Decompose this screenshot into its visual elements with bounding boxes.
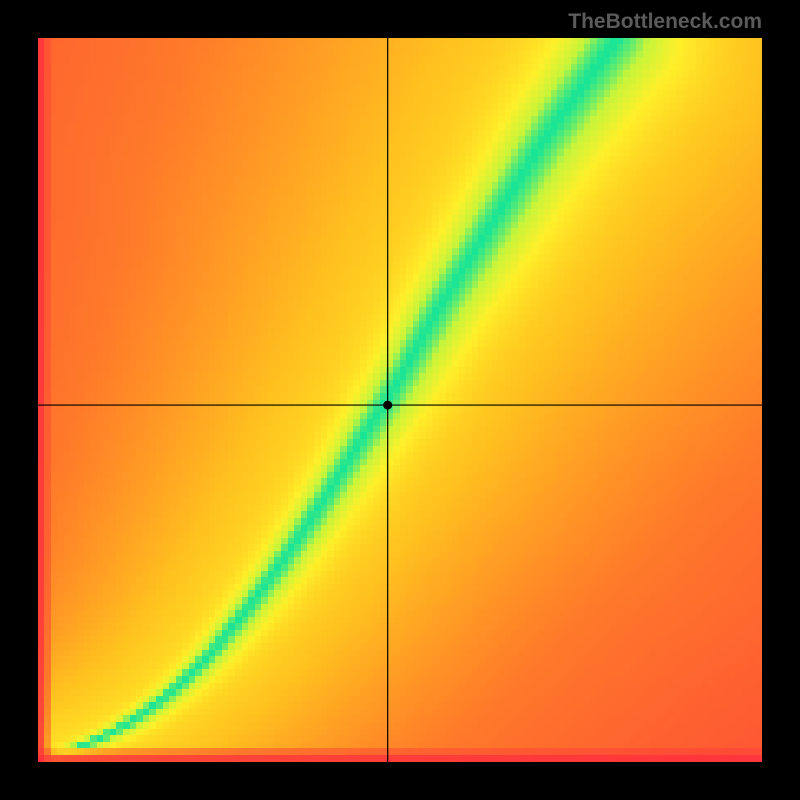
watermark-label: TheBottleneck.com xyxy=(568,10,762,34)
bottleneck-heatmap: TheBottleneck.com xyxy=(0,0,800,800)
heatmap-plot-area xyxy=(38,38,762,762)
